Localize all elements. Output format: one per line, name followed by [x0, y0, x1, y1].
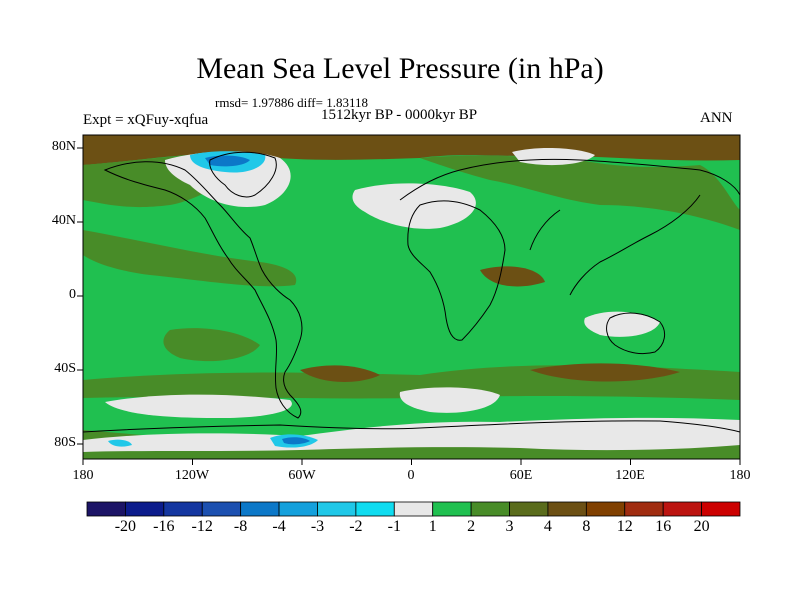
colorbar-box: [470, 501, 510, 517]
colorbar-label: -16: [153, 518, 175, 535]
colorbar-label: -2: [349, 518, 363, 535]
colorbar-label: 16: [655, 518, 672, 535]
lat-label-80s: 80S: [54, 435, 76, 450]
lon-label-120e: 120E: [615, 468, 645, 483]
colorbar-box: [547, 501, 587, 517]
map-frame: [77, 134, 741, 465]
north-atlantic-patch: [352, 183, 476, 229]
colorbar-label: 8: [582, 518, 591, 535]
coastlines: [82, 151, 741, 433]
colorbar-label: -8: [233, 518, 248, 535]
colorbar-box: [662, 501, 702, 517]
experiment-label: Expt = xQFuy-xqfua: [83, 112, 209, 128]
eurasia-coastline: [399, 158, 741, 296]
season-label: ANN: [700, 110, 733, 126]
lat-label-40n: 40N: [51, 213, 76, 228]
colorbar-label: 4: [543, 518, 552, 535]
lon-label-60e: 60E: [509, 468, 533, 483]
americas-coastline: [103, 161, 303, 419]
ross-negative: [108, 439, 132, 447]
antarctic-olive: [83, 430, 740, 459]
colorbar-box: [317, 501, 357, 517]
antarctica-coastline: [82, 420, 741, 433]
lat-label-0: 0: [69, 287, 76, 302]
colorbar-label: -20: [114, 518, 137, 535]
lat-ticks: [77, 147, 83, 445]
colorbar-box: [201, 501, 242, 517]
plot-title: Mean Sea Level Pressure (in hPa): [196, 52, 604, 85]
greenland-coastline: [209, 151, 277, 198]
colorbar-label: 20: [693, 518, 710, 535]
australia-patch: [584, 311, 660, 337]
africa-coastline: [407, 200, 506, 341]
stats-text: rmsd= 1.97886 diff= 1.83118: [215, 95, 368, 110]
indian-ocean-brown-2: [480, 266, 545, 287]
colorbar-label: -3: [310, 518, 325, 535]
colorbar-box: [125, 501, 165, 517]
colorbar-label: -1: [387, 518, 401, 535]
colorbar-label: -12: [191, 518, 213, 535]
colorbar-label: -4: [272, 518, 286, 535]
colorbar-box: [624, 501, 664, 517]
colorbar-box: [278, 501, 318, 517]
map-field: [83, 135, 740, 459]
lon-label-120w: 120W: [174, 468, 210, 483]
colorbar-box: [393, 501, 434, 517]
lon-label-180e: 180: [729, 468, 751, 483]
tropical-pacific-olive: [83, 230, 297, 287]
weddell-strong-negative: [282, 437, 310, 445]
canadian-archipelago-strong-negative: [205, 155, 250, 167]
australia-coastline: [606, 312, 666, 355]
lon-ticks: [82, 459, 741, 465]
colorbar-label: 1: [428, 518, 437, 535]
eurasia-olive: [420, 155, 740, 230]
colorbar-label: 12: [616, 518, 633, 535]
colorbar-box: [86, 501, 126, 517]
south-pacific-olive: [163, 328, 260, 362]
lon-label-0: 0: [407, 468, 415, 483]
colorbar-label: 2: [467, 518, 476, 535]
barents-patch: [512, 148, 595, 166]
indian-ocean-brown: [530, 363, 680, 382]
antarctic-coast-patch: [83, 417, 740, 452]
arctic-positive-band: [83, 135, 740, 165]
south-atlantic-patch: [399, 387, 500, 413]
colorbar-box: [163, 501, 203, 517]
lon-label-60w: 60W: [288, 468, 316, 483]
colorbar-box: [509, 501, 549, 517]
lon-label-180w: 180: [72, 468, 94, 483]
colorbar-box: [355, 501, 395, 517]
lat-label-80n: 80N: [51, 139, 76, 154]
colorbar-box: [240, 501, 280, 517]
colorbar-label: 3: [505, 518, 514, 535]
colorbar-box: [701, 501, 741, 517]
south-atlantic-brown: [300, 365, 380, 382]
south-pacific-patch: [105, 394, 292, 418]
colorbar-box: [432, 501, 472, 517]
period-text: 1512kyr BP - 0000kyr BP: [321, 107, 478, 123]
lat-label-40s: 40S: [54, 361, 76, 376]
colorbar: [86, 501, 741, 517]
colorbar-box: [585, 501, 626, 517]
